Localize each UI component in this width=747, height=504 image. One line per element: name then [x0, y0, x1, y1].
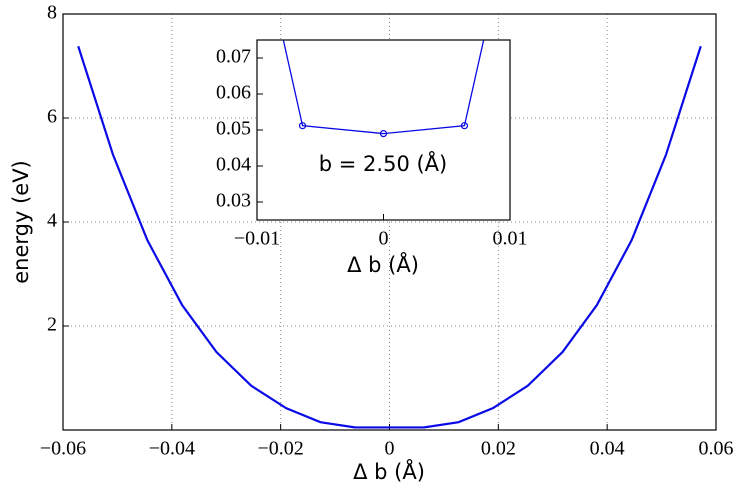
y-axis-label: energy (eV): [9, 160, 33, 284]
y-tick-label: 0.07: [216, 46, 251, 68]
axes-frame: [62, 13, 717, 431]
annotation: b = 2.50 (Å): [319, 150, 447, 176]
x-tick-label: −0.02: [258, 438, 304, 460]
inset-x-axis-label: Δ b (Å): [347, 251, 419, 277]
x-tick-label: −0.01: [234, 228, 280, 250]
y-tick-label: 0.05: [216, 118, 251, 140]
y-tick-label: 0.06: [216, 82, 251, 104]
inset-plot: −0.01 0 0.01 0.03 0.04 0.05 0.06 0.07: [216, 39, 528, 250]
y-tick-label: 4: [47, 210, 57, 232]
x-tick-label: 0.06: [699, 438, 734, 460]
marker: [460, 122, 469, 130]
marker: [379, 130, 388, 138]
x-tick-label: 0: [385, 438, 395, 460]
x-tick-label: 0: [379, 228, 389, 250]
x-tick-label: 0.02: [481, 438, 516, 460]
y-tick-label: 8: [47, 2, 57, 24]
marker: [298, 122, 307, 130]
line: [282, 40, 485, 135]
x-tick-label: −0.06: [40, 438, 86, 460]
y-tick-label: 0.04: [216, 154, 251, 176]
y-tick-label: 2: [47, 314, 57, 336]
x-tick-label: 0.04: [590, 438, 625, 460]
series-group: [77, 45, 702, 429]
y-tick-label: 0.03: [216, 190, 251, 212]
line: [77, 45, 702, 429]
axes-frame: [256, 39, 511, 221]
y-tick-label: 6: [47, 106, 57, 128]
series-group: [282, 40, 485, 138]
x-axis-label: Δ b (Å): [353, 458, 425, 484]
x-tick-label: 0.01: [493, 228, 528, 250]
plot-area: [257, 40, 510, 220]
x-tick-label: −0.04: [149, 438, 195, 460]
